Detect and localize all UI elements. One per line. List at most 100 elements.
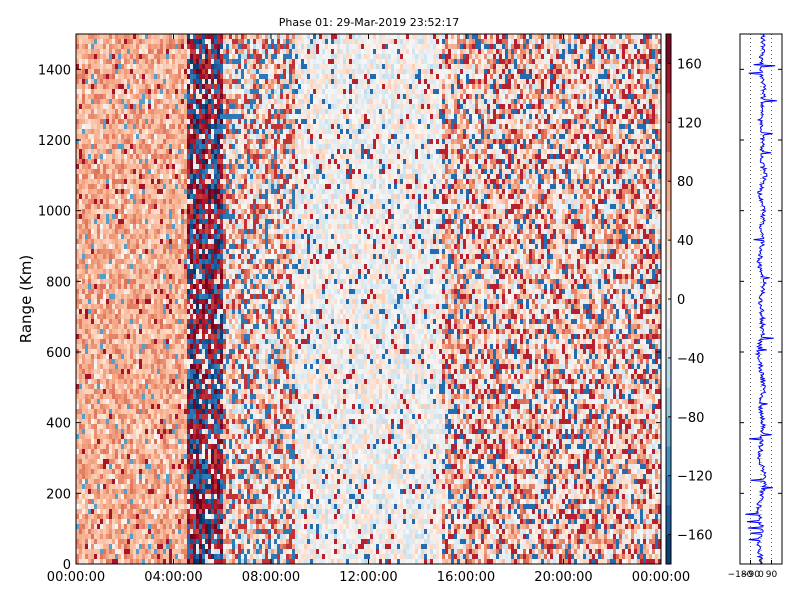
heatmap-cell [142, 44, 146, 50]
heatmap-cell [85, 79, 89, 85]
heatmap-cell [85, 464, 89, 470]
heatmap-cell [130, 274, 134, 280]
heatmap-cell [133, 224, 137, 230]
heatmap-cell [211, 69, 215, 75]
heatmap-cell [160, 384, 164, 390]
heatmap-cell [190, 404, 194, 410]
heatmap-cell [214, 504, 218, 510]
heatmap-cell [205, 539, 209, 545]
heatmap-cell [208, 309, 212, 315]
heatmap-cell [136, 374, 140, 380]
heatmap-cell [163, 414, 167, 420]
heatmap-cell [139, 424, 143, 430]
heatmap-cell [79, 489, 83, 495]
heatmap-cell [100, 364, 104, 370]
heatmap-cell [166, 49, 170, 55]
heatmap-cell [196, 259, 200, 265]
heatmap-cell [94, 194, 98, 200]
heatmap-cell [175, 39, 179, 45]
heatmap-cell [214, 369, 218, 375]
heatmap-cell [184, 149, 188, 155]
heatmap-cell [112, 344, 116, 350]
heatmap-cell [103, 194, 107, 200]
heatmap-cell [196, 294, 200, 300]
heatmap-cell [169, 284, 173, 290]
heatmap-cell [142, 284, 146, 290]
heatmap-cell [214, 164, 218, 170]
heatmap-cell [202, 284, 206, 290]
heatmap-cell [136, 199, 140, 205]
heatmap-cell [166, 34, 170, 40]
heatmap-cell [127, 269, 131, 275]
heatmap-cell [202, 419, 206, 425]
heatmap-cell [103, 99, 107, 105]
heatmap-cell [214, 74, 218, 80]
heatmap-cell [211, 189, 215, 195]
heatmap-cell [133, 399, 137, 405]
heatmap-cell [157, 139, 161, 145]
heatmap-cell [208, 59, 212, 65]
heatmap-cell [97, 34, 101, 40]
heatmap-cell [181, 219, 185, 225]
heatmap-cell [103, 469, 107, 475]
heatmap-cell [214, 39, 218, 45]
heatmap-cell [82, 69, 86, 75]
heatmap-cell [142, 354, 146, 360]
heatmap-cell [178, 419, 182, 425]
heatmap-cell [193, 149, 197, 155]
heatmap-cell [175, 44, 179, 50]
heatmap-cell [172, 499, 176, 505]
heatmap-cell [193, 494, 197, 500]
heatmap-cell [85, 364, 89, 370]
heatmap-cell [115, 339, 119, 345]
heatmap-cell [79, 404, 83, 410]
heatmap-cell [154, 134, 158, 140]
heatmap-cell [121, 119, 125, 125]
heatmap-cell [151, 49, 155, 55]
heatmap-cell [196, 144, 200, 150]
heatmap-cell [166, 364, 170, 370]
heatmap-cell [190, 419, 194, 425]
heatmap-cell [154, 309, 158, 315]
heatmap-cell [100, 204, 104, 210]
heatmap-cell [112, 394, 116, 400]
heatmap-cell [79, 549, 83, 555]
heatmap-cell [130, 289, 134, 295]
heatmap-cell [160, 104, 164, 110]
heatmap-cell [127, 119, 131, 125]
heatmap-cell [184, 319, 188, 325]
heatmap-cell [193, 479, 197, 485]
heatmap-cell [154, 479, 158, 485]
heatmap-cell [148, 184, 152, 190]
heatmap-cell [202, 349, 206, 355]
heatmap-cell [136, 84, 140, 90]
heatmap-cell [97, 79, 101, 85]
heatmap-cell [118, 254, 122, 260]
heatmap-cell [205, 249, 209, 255]
heatmap-cell [169, 404, 173, 410]
heatmap-cell [145, 214, 149, 220]
heatmap-cell [106, 274, 110, 280]
heatmap-cell [115, 234, 119, 240]
heatmap-cell [124, 69, 128, 75]
heatmap-cell [196, 489, 200, 495]
heatmap-cell [130, 439, 134, 445]
heatmap-cell [184, 304, 188, 310]
heatmap-cell [88, 449, 92, 455]
heatmap-cell [178, 269, 182, 275]
heatmap-cell [202, 224, 206, 230]
heatmap-cell [118, 484, 122, 490]
heatmap-cell [196, 209, 200, 215]
heatmap-cell [79, 429, 83, 435]
heatmap-cell [127, 499, 131, 505]
heatmap-cell [211, 459, 215, 465]
heatmap-cell [208, 449, 212, 455]
heatmap-cell [202, 199, 206, 205]
heatmap-cell [214, 309, 218, 315]
heatmap-cell [145, 269, 149, 275]
heatmap-cell [160, 124, 164, 130]
heatmap-cell [106, 384, 110, 390]
heatmap-cell [190, 109, 194, 115]
heatmap-cell [202, 154, 206, 160]
heatmap-cell [124, 489, 128, 495]
